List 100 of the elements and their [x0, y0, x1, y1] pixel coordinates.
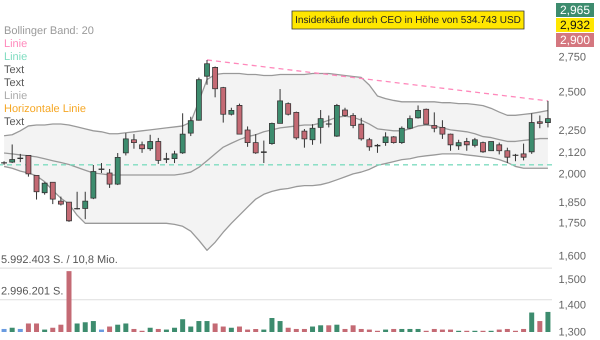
candlestick: [285, 102, 292, 116]
candlestick: [318, 110, 324, 144]
bar: [504, 328, 510, 332]
bar: [407, 328, 412, 332]
bar: [302, 328, 307, 332]
candlestick: [180, 112, 186, 154]
line-series: [3, 153, 549, 251]
bar: [416, 328, 421, 332]
candlestick: [398, 126, 405, 144]
bar: [156, 328, 161, 332]
candlestick: [42, 182, 48, 196]
y-tick-label: 1,500: [558, 274, 586, 286]
candlestick: [520, 143, 526, 161]
text: Linie: [4, 38, 28, 50]
candlestick: [358, 117, 364, 142]
candlestick: [106, 168, 112, 188]
y-tick-label: 2,750: [558, 52, 586, 64]
y-tick-label: 1,600: [558, 250, 586, 262]
bar: [350, 325, 356, 332]
annotation: Text: [4, 116, 24, 128]
bar: [310, 326, 316, 332]
bar: [172, 328, 178, 332]
bar: [107, 326, 112, 332]
candlestick: [464, 137, 470, 152]
candlestick: [155, 137, 162, 164]
candlestick: [472, 137, 478, 148]
candlestick: [9, 144, 16, 164]
text: 2,932: [560, 18, 590, 32]
candlestick: [252, 134, 259, 154]
bar: [278, 321, 283, 332]
bar: [204, 321, 210, 332]
bar: [236, 326, 242, 332]
candlestick: [212, 66, 218, 98]
candlestick: [269, 122, 275, 146]
y-tick-label: 2,500: [558, 86, 586, 98]
bar: [131, 328, 136, 332]
bar: [253, 328, 258, 332]
bar: [2, 328, 7, 332]
bar: [34, 323, 40, 332]
y-tick-label: 2,000: [558, 168, 586, 180]
candlestick: [382, 132, 388, 146]
text: Insiderkäufe durch CEO in Höhe von 534.743 USD: [295, 15, 521, 26]
ref-line-label: 5.992.403 S. / 10,8 Mio.: [1, 254, 118, 266]
ref-line-label: 2.996.201 S.: [1, 286, 64, 298]
y-tick-label: 1,400: [558, 299, 586, 312]
bar: [74, 323, 80, 332]
bar: [358, 328, 364, 332]
candlestick: [504, 147, 510, 164]
bar: [318, 325, 324, 332]
bar: [18, 328, 23, 332]
annotation: Text: [4, 64, 24, 76]
candlestick: [139, 141, 145, 154]
candlestick: [310, 124, 316, 146]
bar: [326, 325, 332, 332]
annotation: Horizontale Linie: [4, 103, 86, 115]
ref-line-label: Linie: [4, 51, 28, 63]
candlestick: [131, 134, 137, 150]
y-tick-label: 2,120: [558, 147, 586, 159]
y-tick-label: 1,750: [558, 217, 586, 230]
candlestick: [277, 88, 283, 124]
bar: [90, 321, 96, 332]
bar: [294, 328, 299, 332]
candlestick: [98, 162, 104, 174]
y-tick-label: 1,850: [558, 197, 586, 209]
candlestick: [423, 108, 430, 126]
bar: [123, 323, 128, 332]
candlestick: [147, 134, 154, 152]
candlestick: [122, 132, 129, 156]
candlestick: [26, 154, 32, 178]
bar: [180, 319, 186, 332]
text: 2,965: [560, 3, 590, 17]
candlestick: [244, 126, 250, 148]
candlestick: [415, 104, 421, 120]
candlestick: [488, 141, 494, 152]
candlestick: [456, 139, 462, 150]
bar: [196, 321, 202, 332]
candlestick: [407, 114, 413, 130]
candlestick: [448, 133, 454, 152]
y-tick-label: 1,300: [558, 326, 586, 338]
bar: [399, 328, 404, 332]
candlestick: [188, 116, 194, 137]
text: Bollinger Band: 20: [4, 25, 94, 37]
bar: [58, 324, 64, 332]
candlestick: [366, 137, 372, 152]
bar: [432, 328, 437, 332]
candlestick: [66, 202, 72, 222]
bar: [82, 322, 88, 332]
candlestick: [431, 112, 438, 133]
bar: [50, 328, 56, 332]
bar: [212, 323, 218, 332]
candlestick: [302, 128, 308, 148]
bar: [10, 328, 15, 332]
bar: [115, 324, 120, 332]
candlestick: [260, 140, 267, 164]
bar: [342, 328, 348, 332]
bar: [529, 312, 534, 332]
bar: [220, 326, 226, 332]
candlestick: [50, 182, 56, 205]
bar: [545, 312, 550, 332]
candlestick: [536, 114, 543, 129]
